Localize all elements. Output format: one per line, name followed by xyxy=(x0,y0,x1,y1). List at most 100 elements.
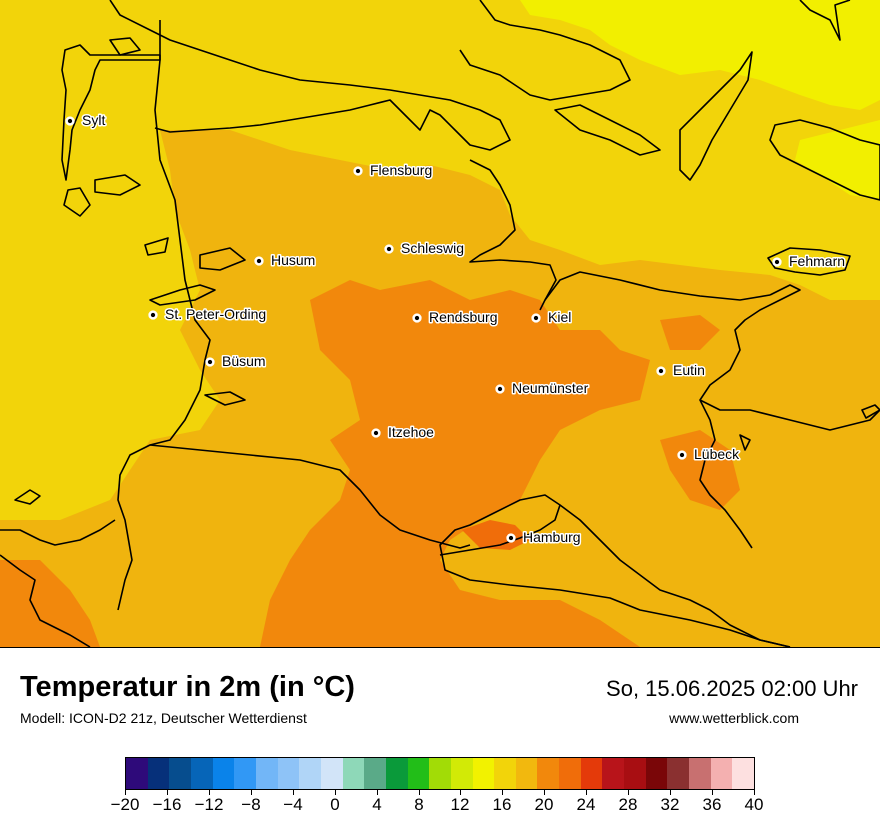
city-label: Lübeck xyxy=(694,446,740,462)
city-dot xyxy=(412,313,422,323)
colorbar-tick-label: 0 xyxy=(330,795,340,814)
colorbar-tick xyxy=(628,790,629,795)
city-dot xyxy=(384,244,394,254)
colorbar-tick xyxy=(670,790,671,795)
colorbar-swatch xyxy=(385,758,408,789)
colorbar-tick xyxy=(544,790,545,795)
colorbar-tick-label: 8 xyxy=(414,795,424,814)
colorbar-swatch xyxy=(667,758,690,789)
colorbar-swatch xyxy=(689,758,711,789)
city-dot xyxy=(677,450,687,460)
colorbar-swatch xyxy=(190,758,213,789)
city-label: Hamburg xyxy=(523,529,581,545)
colorbar-swatch xyxy=(450,758,473,789)
colorbar-swatch xyxy=(732,758,755,789)
colorbar-swatch xyxy=(255,758,278,789)
city-label: Eutin xyxy=(673,362,705,378)
city-label: Itzehoe xyxy=(388,424,434,440)
colorbar-tick-label: 28 xyxy=(618,795,638,814)
city-label: Neumünster xyxy=(512,380,589,396)
colorbar-swatch xyxy=(320,758,343,789)
colorbar-swatch xyxy=(234,758,256,789)
colorbar-tick xyxy=(586,790,587,795)
colorbar-tick-label: 16 xyxy=(492,795,512,814)
city-dot xyxy=(148,310,158,320)
warm-zone-east xyxy=(660,315,720,350)
colorbar-tick xyxy=(419,790,420,795)
colorbar-swatch xyxy=(580,758,603,789)
colorbar-tick-label: 32 xyxy=(660,795,680,814)
colorbar-tick-label: 20 xyxy=(534,795,554,814)
colorbar-tick xyxy=(125,790,126,795)
map-canvas: Sylt Flensburg Schleswig Husum St. Peter-Ord… xyxy=(0,0,880,647)
colorbar-tick xyxy=(754,790,755,795)
colorbar-tick-label: −4 xyxy=(283,795,303,814)
colorbar-tick xyxy=(293,790,294,795)
colorbar-swatch xyxy=(515,758,538,789)
colorbar-tick xyxy=(712,790,713,795)
city-label: Büsum xyxy=(222,353,266,369)
city-dot xyxy=(205,357,215,367)
colorbar-swatch xyxy=(169,758,191,789)
temperature-map: Sylt Flensburg Schleswig Husum St. Peter-Ord… xyxy=(0,0,880,648)
colorbar-swatch xyxy=(429,758,451,789)
colorbar-tick xyxy=(502,790,503,795)
city-label: Fehmarn xyxy=(789,253,845,269)
city-dot xyxy=(772,257,782,267)
city-label: Schleswig xyxy=(401,240,464,256)
warm-zone-southeast xyxy=(660,430,740,510)
map-title: Temperatur in 2m (in °C) xyxy=(20,671,355,703)
cool-zone-north xyxy=(520,0,880,110)
hot-zone-hamburg xyxy=(462,520,530,550)
colorbar-tick xyxy=(335,790,336,795)
city-label: Kiel xyxy=(548,309,571,325)
city-label: Flensburg xyxy=(370,162,432,178)
colorbar-tick-label: 4 xyxy=(372,795,382,814)
colorbar-tick xyxy=(460,790,461,795)
colorbar-tick-label: −20 xyxy=(110,795,140,814)
colorbar-swatch xyxy=(147,758,170,789)
website-link[interactable]: www.wetterblick.com xyxy=(669,710,799,726)
colorbar-tick-label: −12 xyxy=(194,795,224,814)
colorbar-swatch xyxy=(212,758,235,789)
colorbar-tick xyxy=(251,790,252,795)
colorbar-swatch xyxy=(299,758,321,789)
model-info: Modell: ICON-D2 21z, Deutscher Wetterdie… xyxy=(20,710,307,726)
city-dot xyxy=(656,366,666,376)
city-label: Husum xyxy=(271,252,315,268)
colorbar-swatch xyxy=(645,758,668,789)
city-dot xyxy=(65,116,75,126)
colorbar-tick-label: 40 xyxy=(744,795,764,814)
colorbar-tick-label: −8 xyxy=(241,795,261,814)
colorbar-tick-label: 24 xyxy=(576,795,596,814)
city-label: Rendsburg xyxy=(429,309,498,325)
colorbar-tick xyxy=(209,790,210,795)
colorbar-tick xyxy=(377,790,378,795)
colorbar-swatch xyxy=(472,758,495,789)
city-dot xyxy=(254,256,264,266)
colorbar-swatch xyxy=(126,758,148,789)
colorbar-tick-label: 12 xyxy=(450,795,470,814)
colorbar-ticks: −20 −16 −12 −8 −4 0 4 8 12 16 20 24 28 32 36 40 xyxy=(111,790,763,830)
city-label: St. Peter-Ording xyxy=(165,306,266,322)
colorbar-tick-label: 36 xyxy=(702,795,722,814)
colorbar-swatch xyxy=(710,758,733,789)
forecast-datetime: So, 15.06.2025 02:00 Uhr xyxy=(606,676,858,701)
temperature-colorbar xyxy=(125,757,755,790)
colorbar-swatch xyxy=(342,758,365,789)
colorbar-tick xyxy=(167,790,168,795)
colorbar-swatch xyxy=(364,758,386,789)
warm-zone-interior xyxy=(260,280,650,647)
colorbar-swatch xyxy=(407,758,430,789)
city-dot xyxy=(531,313,541,323)
colorbar-swatch xyxy=(559,758,581,789)
coastlines xyxy=(0,0,880,647)
city-dot xyxy=(506,533,516,543)
colorbar-swatch xyxy=(537,758,560,789)
city-dot xyxy=(371,428,381,438)
colorbar-swatch xyxy=(277,758,300,789)
colorbar-swatch xyxy=(494,758,516,789)
city-dot xyxy=(353,166,363,176)
colorbar-swatch xyxy=(602,758,625,789)
city-markers: Sylt Flensburg Schleswig Husum St. Peter-Ord… xyxy=(65,111,847,547)
